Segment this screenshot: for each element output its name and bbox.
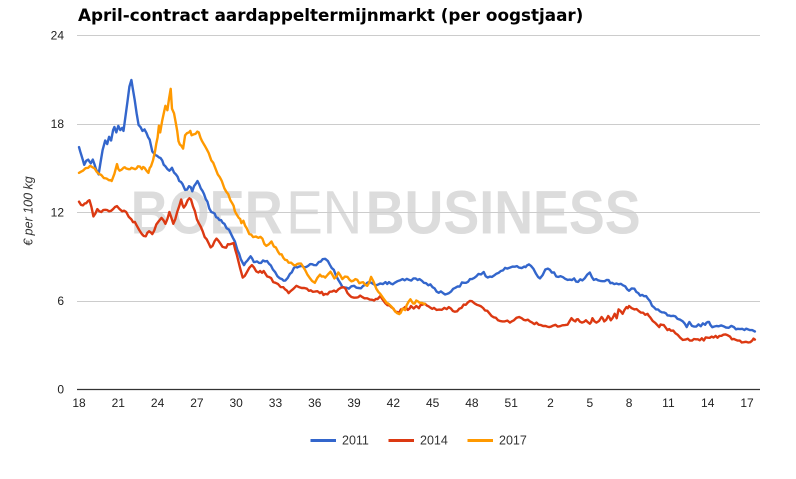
y-tick-label-12: 12 bbox=[51, 205, 65, 219]
x-axis-tick-labels: 18 21 24 27 30 33 36 39 42 45 48 51 2 5 8 11 14 17 bbox=[72, 396, 754, 410]
x-tick-label-33: 33 bbox=[269, 396, 283, 410]
y-tick-label-6: 6 bbox=[57, 294, 64, 308]
legend-item-2017[interactable]: 2017 bbox=[467, 434, 527, 448]
legend-label-2017: 2017 bbox=[499, 434, 527, 448]
x-tick-label-18: 18 bbox=[72, 396, 86, 410]
x-tick-label-11: 11 bbox=[662, 396, 675, 410]
y-tick-label-24: 24 bbox=[51, 28, 65, 42]
y-axis-title: € per 100 kg bbox=[22, 176, 36, 246]
legend-item-2014[interactable]: 2014 bbox=[388, 434, 448, 448]
y-tick-label-18: 18 bbox=[51, 117, 65, 131]
series-lines bbox=[77, 78, 757, 344]
x-tick-label-42: 42 bbox=[387, 396, 401, 410]
x-tick-label-24: 24 bbox=[151, 396, 165, 410]
x-tick-label-27: 27 bbox=[190, 396, 204, 410]
x-tick-label-8: 8 bbox=[626, 396, 633, 410]
legend: 2011 2014 2017 bbox=[310, 434, 527, 448]
x-tick-label-48: 48 bbox=[465, 396, 479, 410]
y-tick-label-0: 0 bbox=[57, 382, 64, 396]
series-line-2011[interactable] bbox=[77, 78, 757, 333]
y-axis-tick-labels: 0 6 12 18 24 bbox=[51, 28, 65, 396]
x-tick-label-39: 39 bbox=[347, 396, 361, 410]
legend-item-2011[interactable]: 2011 bbox=[310, 434, 369, 448]
x-tick-label-30: 30 bbox=[229, 396, 243, 410]
x-tick-label-51: 51 bbox=[505, 396, 519, 410]
x-tick-label-17: 17 bbox=[740, 396, 754, 410]
legend-label-2014: 2014 bbox=[420, 434, 448, 448]
series-line-2017[interactable] bbox=[77, 87, 426, 316]
x-tick-label-21: 21 bbox=[112, 396, 126, 410]
chart-title: April-contract aardappeltermijnmarkt (pe… bbox=[78, 5, 583, 25]
series-line-2014[interactable] bbox=[77, 197, 757, 344]
x-tick-label-36: 36 bbox=[308, 396, 322, 410]
x-tick-label-45: 45 bbox=[426, 396, 440, 410]
x-tick-label-14: 14 bbox=[701, 396, 715, 410]
legend-label-2011: 2011 bbox=[342, 434, 369, 448]
x-tick-label-2: 2 bbox=[547, 396, 554, 410]
x-tick-label-5: 5 bbox=[586, 396, 593, 410]
